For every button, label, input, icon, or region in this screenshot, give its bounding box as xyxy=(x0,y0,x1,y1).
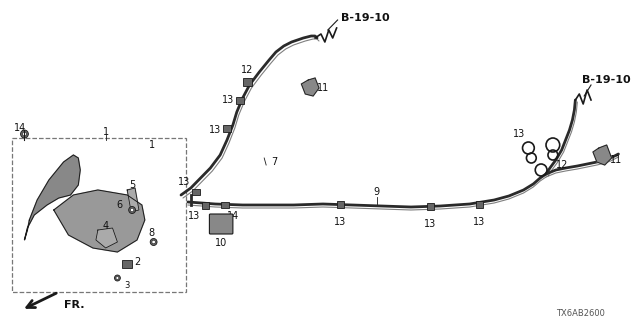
Text: 8: 8 xyxy=(148,228,155,238)
Polygon shape xyxy=(96,228,117,248)
Text: 11: 11 xyxy=(611,155,623,165)
Text: 13: 13 xyxy=(334,217,347,227)
Text: 13: 13 xyxy=(424,219,436,229)
Bar xyxy=(337,201,344,207)
Text: 13: 13 xyxy=(513,129,525,139)
Circle shape xyxy=(131,208,134,212)
Text: 12: 12 xyxy=(556,160,568,170)
Bar xyxy=(192,189,200,195)
Text: 13: 13 xyxy=(222,95,234,105)
Text: 13: 13 xyxy=(178,177,190,187)
Polygon shape xyxy=(301,78,319,96)
Text: 4: 4 xyxy=(102,221,109,231)
Text: 13: 13 xyxy=(209,125,221,135)
Polygon shape xyxy=(24,155,80,240)
Text: 14: 14 xyxy=(227,211,239,221)
Text: 1: 1 xyxy=(102,127,109,137)
FancyBboxPatch shape xyxy=(209,214,233,234)
Text: 1: 1 xyxy=(148,140,155,150)
Text: 13: 13 xyxy=(474,217,486,227)
Text: 6: 6 xyxy=(116,200,122,210)
Bar xyxy=(223,124,231,132)
Bar xyxy=(202,202,209,209)
Text: 9: 9 xyxy=(374,187,380,197)
FancyBboxPatch shape xyxy=(12,138,186,292)
Bar xyxy=(122,260,132,268)
Text: B-19-10: B-19-10 xyxy=(340,13,389,23)
Text: TX6AB2600: TX6AB2600 xyxy=(556,309,605,318)
Bar xyxy=(427,203,435,210)
Text: 3: 3 xyxy=(125,281,130,290)
Text: FR.: FR. xyxy=(63,300,84,310)
Polygon shape xyxy=(127,188,139,212)
Bar xyxy=(476,201,483,207)
Circle shape xyxy=(115,275,120,281)
Bar xyxy=(221,202,229,208)
Circle shape xyxy=(152,240,156,244)
Text: 10: 10 xyxy=(215,238,227,248)
Text: 2: 2 xyxy=(134,257,140,267)
Circle shape xyxy=(116,276,119,279)
Text: 12: 12 xyxy=(241,65,253,75)
Circle shape xyxy=(22,132,26,136)
Text: 11: 11 xyxy=(317,83,329,93)
Circle shape xyxy=(150,238,157,245)
Bar xyxy=(243,78,252,86)
Text: B-19-10: B-19-10 xyxy=(582,75,631,85)
Text: 13: 13 xyxy=(188,211,200,221)
Text: 5: 5 xyxy=(129,180,135,190)
Bar xyxy=(236,97,244,103)
Polygon shape xyxy=(54,190,145,252)
Text: 14: 14 xyxy=(13,123,26,133)
Circle shape xyxy=(20,130,28,138)
Polygon shape xyxy=(593,145,612,165)
Text: 7: 7 xyxy=(271,157,277,167)
Circle shape xyxy=(129,206,136,213)
